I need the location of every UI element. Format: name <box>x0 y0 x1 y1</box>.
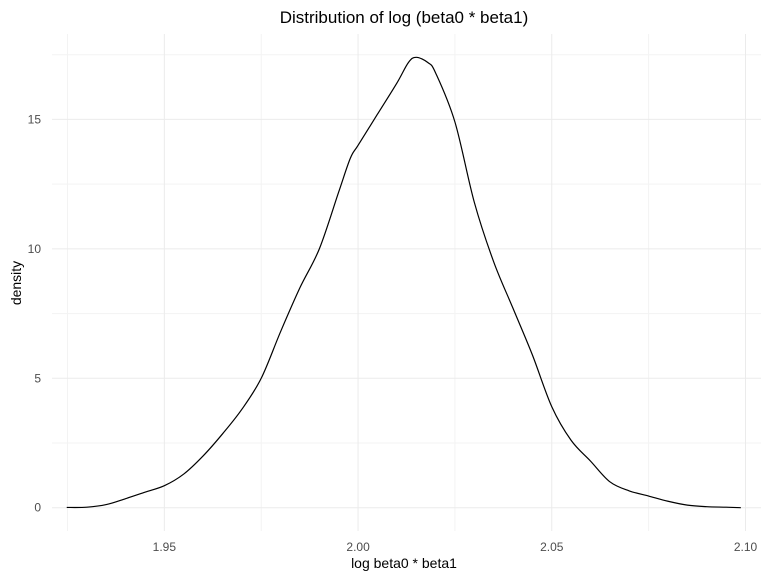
minor-gridlines <box>52 34 761 531</box>
y-tick-label: 0 <box>34 501 41 515</box>
y-tick-label: 15 <box>28 112 42 126</box>
y-axis-label: density <box>8 261 24 305</box>
major-gridlines <box>52 34 761 531</box>
y-tick-label: 5 <box>34 371 41 385</box>
x-axis-ticks: 1.95 2.00 2.05 2.10 <box>153 540 758 554</box>
density-curve <box>66 56 741 509</box>
x-tick-label: 2.05 <box>540 540 564 554</box>
x-tick-label: 2.10 <box>734 540 758 554</box>
x-tick-label: 2.00 <box>346 540 370 554</box>
y-tick-label: 10 <box>28 242 42 256</box>
x-tick-label: 1.95 <box>153 540 177 554</box>
x-axis-label: log beta0 * beta1 <box>351 555 457 571</box>
chart-title: Distribution of log (beta0 * beta1) <box>280 8 529 27</box>
y-axis-ticks: 0 5 10 15 <box>28 112 42 514</box>
